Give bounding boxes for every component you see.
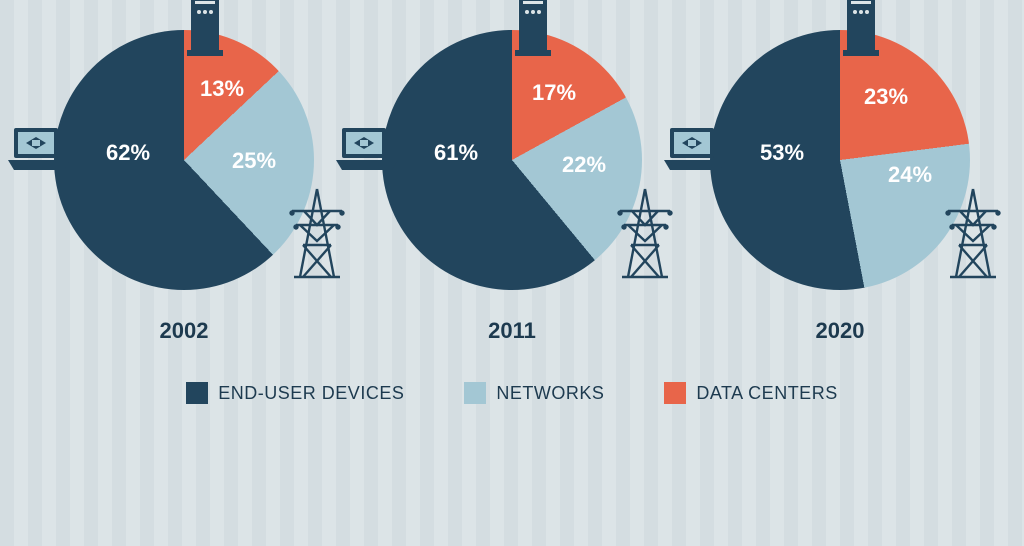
laptop-icon bbox=[662, 126, 728, 177]
legend-label: DATA CENTERS bbox=[696, 383, 837, 404]
legend-label: END-USER DEVICES bbox=[218, 383, 404, 404]
legend-item-end-user: END-USER DEVICES bbox=[186, 382, 404, 404]
pie-wrapper: 61% 17% 22% bbox=[382, 30, 642, 290]
pie-chart bbox=[54, 30, 314, 290]
legend-item-networks: NETWORKS bbox=[464, 382, 604, 404]
server-icon bbox=[513, 0, 553, 63]
transmission-tower-icon bbox=[286, 185, 348, 286]
legend-swatch bbox=[464, 382, 486, 404]
transmission-tower-icon bbox=[942, 185, 1004, 286]
chart-2011: 61% 17% 22% 2011 bbox=[352, 30, 672, 344]
legend-label: NETWORKS bbox=[496, 383, 604, 404]
legend-item-data-centers: DATA CENTERS bbox=[664, 382, 837, 404]
chart-2002: 62% 13% 25% 2002 bbox=[24, 30, 344, 344]
legend: END-USER DEVICES NETWORKS DATA CENTERS bbox=[0, 382, 1024, 404]
pie-chart bbox=[382, 30, 642, 290]
pie-wrapper: 62% 13% 25% bbox=[54, 30, 314, 290]
legend-swatch bbox=[186, 382, 208, 404]
charts-row: 62% 13% 25% 2002 bbox=[0, 0, 1024, 344]
laptop-icon bbox=[334, 126, 400, 177]
server-icon bbox=[841, 0, 881, 63]
server-icon bbox=[185, 0, 225, 63]
year-label: 2020 bbox=[816, 318, 865, 344]
chart-2020: 53% 23% 24% 2020 bbox=[680, 30, 1000, 344]
legend-swatch bbox=[664, 382, 686, 404]
pie-chart bbox=[710, 30, 970, 290]
year-label: 2002 bbox=[160, 318, 209, 344]
transmission-tower-icon bbox=[614, 185, 676, 286]
pie-wrapper: 53% 23% 24% bbox=[710, 30, 970, 290]
laptop-icon bbox=[6, 126, 72, 177]
year-label: 2011 bbox=[488, 318, 536, 344]
